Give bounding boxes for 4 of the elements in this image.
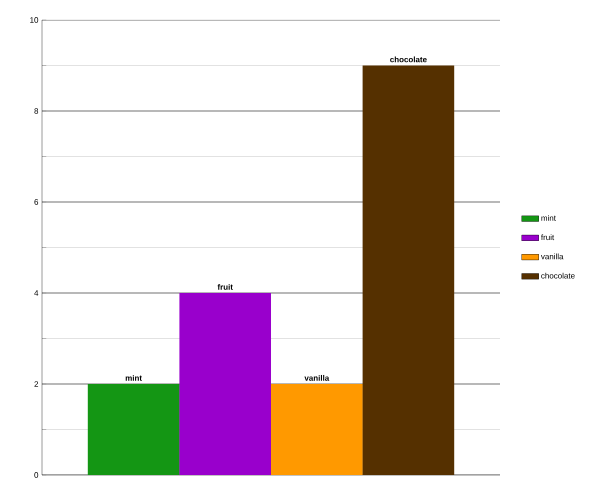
bar — [179, 292, 272, 475]
bar — [88, 384, 180, 475]
bar — [362, 65, 454, 475]
bar — [271, 384, 363, 475]
